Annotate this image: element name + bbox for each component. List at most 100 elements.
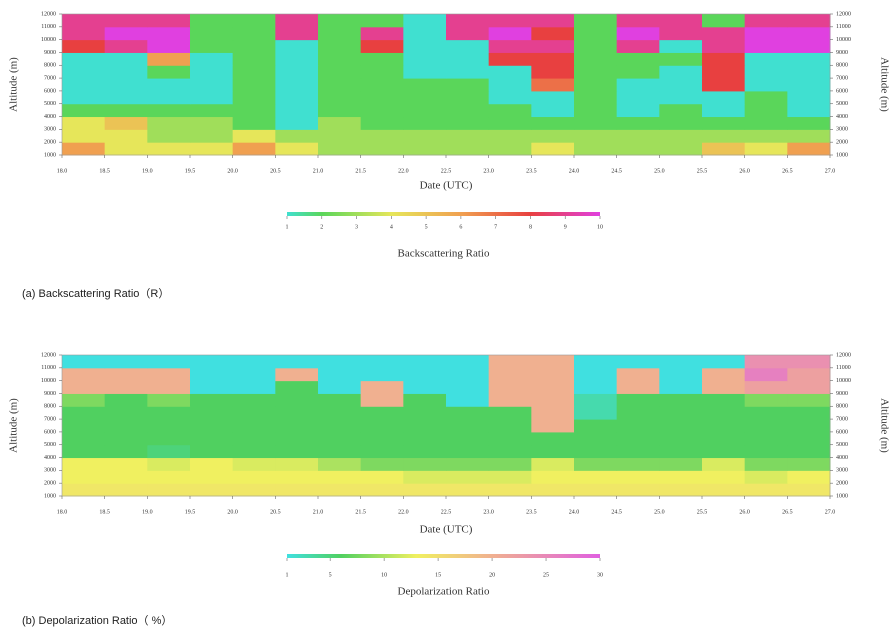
heatmap-cell [787,368,830,381]
heatmap-cell [62,129,105,142]
heatmap-cell [617,14,660,27]
heatmap-cell [787,406,830,419]
heatmap-cell [531,368,574,381]
heatmap-cell [489,393,532,406]
heatmap-cell [105,406,148,419]
heatmap-cell [275,381,318,394]
y2-axis-label: Altitude (m) [878,398,890,453]
heatmap-cell [318,91,361,104]
heatmap-cell [659,52,702,65]
heatmap-cell [403,470,446,483]
y2-tick-label: 7000 [836,416,848,422]
x-tick-label: 19.5 [185,509,196,515]
heatmap-cell [62,52,105,65]
heatmap-cell [745,419,788,432]
y-tick-label: 7000 [44,75,56,81]
heatmap-cell [105,355,148,368]
heatmap-cell [105,483,148,496]
heatmap-cell [531,432,574,445]
heatmap-cell [62,355,105,368]
heatmap-cell [190,483,233,496]
heatmap-cell [574,445,617,458]
heatmap-cell [403,458,446,471]
colorbar-tick-label: 7 [494,224,497,230]
y-tick-label: 4000 [44,114,56,120]
heatmap-cell [446,432,489,445]
heatmap-cell [659,14,702,27]
heatmap-cell [574,381,617,394]
heatmap-cell [105,52,148,65]
heatmap-cell [489,355,532,368]
heatmap-cell [105,129,148,142]
heatmap-cell [489,117,532,130]
heatmap-cell [190,445,233,458]
heatmap-cell [617,40,660,53]
heatmap-cell [403,104,446,117]
heatmap-cell [531,40,574,53]
heatmap-cell [361,368,404,381]
heatmap-cell [702,104,745,117]
heatmap-cell [403,432,446,445]
heatmap-cell [617,393,660,406]
colorbar-tick-label: 30 [597,572,603,578]
heatmap-cell [702,52,745,65]
heatmap-cell [190,142,233,155]
heatmap-cell [275,393,318,406]
x-tick-label: 24.5 [611,509,622,515]
x-tick-label: 18.0 [57,168,68,174]
heatmap-cell [318,406,361,419]
heatmap-cell [787,432,830,445]
heatmap-cell [617,419,660,432]
heatmap-cell [62,65,105,78]
heatmap-cell [105,14,148,27]
heatmap-cell [531,381,574,394]
heatmap-cell [233,419,276,432]
heatmap-cell [361,393,404,406]
x-tick-label: 20.0 [227,509,238,515]
heatmap-cell [403,381,446,394]
heatmap-cell [617,368,660,381]
heatmap-cell [787,91,830,104]
heatmap-cell [275,142,318,155]
heatmap-cell [62,104,105,117]
heatmap-cell [659,78,702,91]
heatmap-cell [190,27,233,40]
colorbar-tick-label: 6 [459,224,462,230]
heatmap-cell [147,445,190,458]
y-tick-label: 10000 [41,37,56,43]
heatmap-cell [318,52,361,65]
heatmap-cell [233,52,276,65]
x-axis-label: Date (UTC) [420,180,473,192]
heatmap-cell [574,104,617,117]
heatmap-cell [275,458,318,471]
heatmap-cell [787,104,830,117]
heatmap-cell [233,381,276,394]
heatmap-cell [446,381,489,394]
heatmap-cell [617,78,660,91]
heatmap-cell [233,65,276,78]
heatmap-cell [574,458,617,471]
heatmap-cell [617,470,660,483]
y-tick-label: 11000 [41,365,56,371]
heatmap-cell [489,470,532,483]
colorbar-tick-label: 5 [425,224,428,230]
x-tick-label: 26.5 [782,168,793,174]
y2-tick-label: 12000 [836,11,851,17]
x-tick-label: 21.5 [355,168,366,174]
heatmap-cell [489,483,532,496]
heatmap-cell [361,355,404,368]
heatmap-cell [446,27,489,40]
heatmap-cell [147,117,190,130]
heatmap-cell [147,381,190,394]
heatmap-cell [233,104,276,117]
heatmap-cell [403,91,446,104]
colorbar-tick-label: 2 [320,224,323,230]
heatmap-cell [489,368,532,381]
heatmap-cell [787,40,830,53]
heatmap-cell [787,393,830,406]
y2-tick-label: 12000 [836,352,851,358]
y2-tick-label: 6000 [836,429,848,435]
heatmap-cell [275,355,318,368]
y-tick-label: 10000 [41,378,56,384]
heatmap-cell [233,445,276,458]
